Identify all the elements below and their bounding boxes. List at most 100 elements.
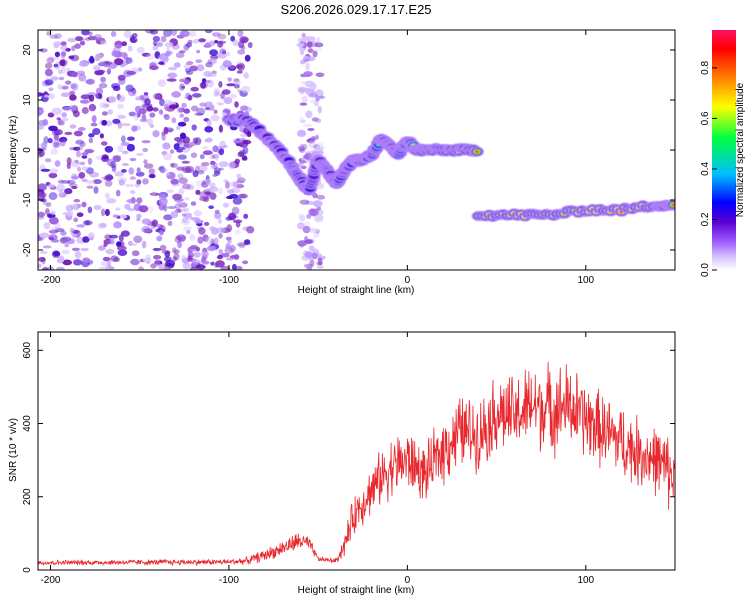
noise-blob: [190, 105, 199, 112]
noise-blob: [161, 133, 166, 141]
noise-blob: [168, 128, 173, 133]
noise-blob: [44, 62, 53, 69]
noise-blob: [209, 187, 219, 193]
noise-blob: [229, 244, 237, 252]
noise-blob: [57, 138, 65, 143]
noise-blob: [153, 254, 162, 260]
noise-blob: [43, 266, 49, 270]
noise-blob: [142, 257, 152, 263]
noise-blob: [38, 107, 44, 115]
noise-blob: [85, 78, 95, 85]
noise-blob: [301, 143, 308, 151]
noise-blob: [99, 40, 107, 45]
noise-blob: [313, 232, 320, 239]
noise-blob: [196, 107, 206, 116]
noise-blob: [116, 93, 121, 101]
noise-blob: [98, 82, 108, 89]
noise-blob: [38, 143, 42, 147]
noise-blob: [183, 116, 190, 123]
noise-blob: [210, 261, 215, 266]
noise-blob: [205, 61, 214, 68]
noise-blob: [167, 220, 173, 227]
noise-blob: [315, 89, 324, 98]
noise-blob: [213, 167, 221, 175]
noise-blob: [59, 139, 66, 147]
noise-blob: [170, 30, 177, 36]
noise-blob: [181, 85, 186, 89]
noise-blob: [149, 112, 156, 118]
noise-blob: [297, 222, 305, 230]
noise-blob: [82, 257, 91, 263]
noise-blob: [196, 64, 205, 72]
noise-blob: [210, 160, 216, 165]
noise-blob: [307, 127, 315, 132]
noise-blob: [203, 221, 210, 226]
noise-blob: [193, 210, 203, 217]
noise-blob: [59, 58, 68, 67]
noise-blob: [309, 99, 316, 104]
noise-blob: [115, 189, 121, 197]
noise-blob: [79, 99, 90, 104]
noise-blob: [246, 226, 255, 234]
noise-blob: [213, 170, 221, 177]
noise-blob: [187, 251, 194, 259]
noise-blob: [100, 223, 108, 228]
noise-blob: [152, 107, 159, 112]
noise-blob: [136, 197, 143, 204]
noise-blob: [299, 214, 306, 222]
noise-blob: [164, 41, 174, 48]
noise-blob: [60, 45, 69, 51]
snr-frame: [37, 331, 676, 571]
noise-blob: [41, 141, 48, 149]
noise-blob: [187, 94, 193, 101]
noise-blob: [317, 209, 324, 215]
noise-blob: [136, 46, 145, 54]
noise-blob: [242, 146, 249, 155]
noise-blob: [186, 61, 194, 66]
noise-blob: [159, 98, 165, 107]
noise-blob: [185, 165, 195, 173]
noise-blob: [64, 243, 69, 248]
noise-blob: [72, 110, 80, 118]
noise-blob: [214, 209, 220, 214]
noise-blob: [106, 198, 117, 204]
noise-blob: [217, 218, 222, 224]
noise-blob: [313, 100, 320, 107]
noise-blob: [142, 178, 149, 185]
noise-blob: [157, 224, 164, 229]
noise-blob: [161, 56, 169, 62]
noise-blob: [110, 238, 115, 245]
snr-plot-area: [38, 361, 675, 567]
noise-blob: [44, 158, 52, 163]
noise-blob: [183, 108, 190, 114]
noise-blob: [242, 260, 249, 265]
noise-blob: [155, 39, 164, 48]
trace-point: [670, 203, 675, 207]
noise-blob: [316, 142, 324, 149]
noise-blob: [103, 175, 109, 181]
noise-blob: [53, 141, 58, 149]
noise-blob: [236, 177, 246, 184]
noise-blob: [138, 108, 147, 115]
noise-blob: [226, 224, 233, 233]
noise-blob: [186, 229, 191, 235]
noise-blob: [54, 160, 61, 167]
x-tick-label: 0: [405, 275, 411, 286]
noise-blob: [299, 199, 310, 205]
noise-blob: [102, 256, 111, 262]
noise-blob: [214, 212, 222, 220]
noise-blob: [163, 30, 172, 37]
noise-blob: [208, 205, 214, 209]
noise-blob: [60, 230, 67, 236]
noise-blob: [304, 152, 313, 161]
noise-blob: [173, 62, 181, 68]
noise-blob: [165, 172, 171, 177]
noise-blob: [66, 180, 76, 185]
main-trace-1: [221, 113, 484, 196]
noise-blob: [100, 141, 108, 146]
noise-blob: [232, 181, 240, 188]
noise-blob: [241, 157, 248, 161]
noise-blob: [297, 129, 307, 137]
noise-blob: [74, 251, 82, 259]
noise-blob: [138, 266, 144, 270]
